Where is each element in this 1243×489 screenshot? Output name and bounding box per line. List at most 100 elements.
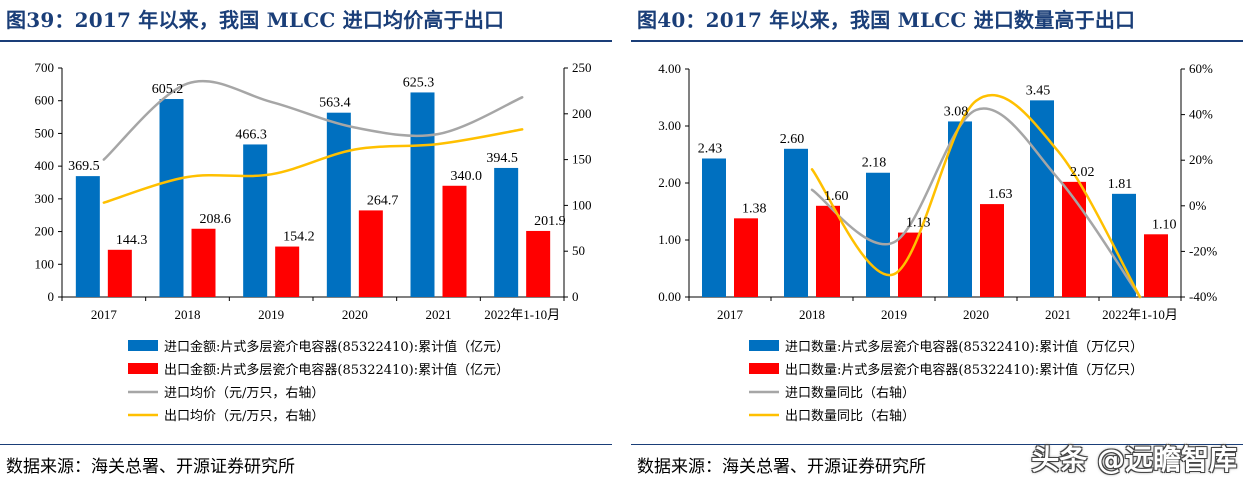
y-tick-label-left: 4.00 [658, 61, 681, 76]
data-label: 605.2 [152, 82, 184, 97]
data-label: 466.3 [235, 127, 267, 142]
y-tick-label-left: 100 [35, 256, 55, 271]
x-tick-label: 2022年1-10月 [484, 307, 560, 322]
x-tick-label: 2018 [175, 307, 201, 322]
bar [1062, 181, 1086, 297]
data-label: 394.5 [486, 151, 518, 166]
y-tick-label-right: 50 [572, 243, 585, 258]
legend-label: 进口数量同比（右轴） [785, 386, 915, 401]
data-label: 1.38 [742, 201, 767, 216]
bar [358, 210, 383, 297]
y-tick-label-left: 0 [48, 289, 55, 304]
legend-swatch [749, 340, 779, 351]
y-tick-label-right: 150 [572, 152, 592, 167]
watermark: 头条 @远瞻智库 [1031, 443, 1237, 476]
series-line [102, 79, 524, 161]
y-tick-label-right: 0% [1189, 198, 1207, 213]
source-rule [631, 444, 1243, 445]
y-tick-label-left: 200 [35, 224, 55, 239]
bar [1030, 100, 1054, 297]
legend-label: 进口金额:片式多层瓷介电容器(85322410):累计值（亿元） [164, 339, 509, 355]
y-tick-label-right: 100 [572, 197, 592, 212]
y-tick-label-left: 400 [35, 158, 55, 173]
bar [191, 228, 216, 297]
series-line [102, 128, 524, 204]
panel-import-export-quantity: 图40：2017 年以来，我国 MLCC 进口数量高于出口 0.00 1.00 2.… [631, 0, 1243, 489]
legend-label: 进口数量:片式多层瓷介电容器(85322410):累计值（万亿只） [785, 339, 1143, 355]
y-tick-label-left: 700 [35, 60, 55, 75]
x-tick-label: 2018 [799, 307, 825, 322]
y-tick-label-right: 0 [572, 289, 579, 304]
bar [898, 232, 922, 297]
x-tick-label: 2020 [963, 307, 989, 322]
legend-label: 出口数量同比（右轴） [785, 409, 915, 424]
source-right: 数据来源：海关总署、开源证券研究所 [637, 457, 926, 477]
data-label: 340.0 [451, 169, 483, 184]
data-label: 2.60 [780, 132, 805, 147]
bar [75, 176, 100, 297]
source-rule [0, 444, 612, 445]
y-tick-label-right: 250 [572, 60, 592, 75]
x-tick-label: 2017 [717, 307, 744, 322]
y-tick-label-left: 2.00 [658, 175, 681, 190]
legend-swatch [749, 363, 779, 374]
source-left: 数据来源：海关总署、开源证券研究所 [6, 457, 295, 477]
x-tick-label: 2020 [342, 307, 368, 322]
bar [734, 218, 758, 297]
bar [866, 172, 890, 297]
x-tick-label: 2021 [1045, 307, 1071, 322]
bar [159, 99, 184, 297]
bar [494, 167, 519, 297]
data-label: 2.43 [698, 141, 723, 156]
data-label: 154.2 [283, 230, 315, 245]
data-label: 563.4 [319, 96, 351, 111]
y-tick-label-left: 600 [35, 93, 55, 108]
panel-import-export-price: 图39：2017 年以来，我国 MLCC 进口均价高于出口 0 100 200 300… [0, 0, 612, 489]
legend-swatch [128, 363, 158, 374]
x-tick-label: 2017 [91, 307, 118, 322]
bar [107, 249, 132, 297]
series-line [810, 93, 1142, 299]
bar [784, 148, 808, 297]
data-label: 3.45 [1026, 83, 1051, 98]
bar [243, 144, 268, 297]
chart-left: 0 100 200 300 400 500 600 700 0 50 100 150 200 250 201… [35, 60, 592, 424]
y-tick-label-left: 500 [35, 125, 55, 140]
data-label: 1.10 [1152, 217, 1177, 232]
bar [816, 205, 840, 297]
bar [1144, 234, 1168, 297]
x-tick-label: 2021 [426, 307, 452, 322]
data-label: 2.18 [862, 156, 887, 171]
title-rule [0, 40, 612, 42]
chart-right: 0.00 1.00 2.00 3.00 4.00 -40% -20% 0% 20% 40% 60% 2… [658, 61, 1217, 424]
data-label: 2.02 [1070, 165, 1095, 180]
bar [948, 121, 972, 297]
legend-label: 出口数量:片式多层瓷介电容器(85322410):累计值（万亿只） [785, 362, 1143, 378]
y-tick-label-right: -40% [1189, 289, 1217, 304]
x-tick-label: 2019 [881, 307, 907, 322]
data-label: 369.5 [68, 159, 100, 174]
y-tick-label-right: 20% [1189, 152, 1213, 167]
data-label: 3.08 [944, 104, 969, 119]
data-label: 201.9 [534, 214, 566, 229]
chart-title-left: 图39：2017 年以来，我国 MLCC 进口均价高于出口 [6, 8, 505, 32]
y-tick-label-right: 60% [1189, 61, 1213, 76]
bar [326, 112, 351, 297]
x-tick-label: 2019 [258, 307, 284, 322]
legend-label: 进口均价（元/万只，右轴） [164, 386, 324, 401]
y-tick-label-left: 1.00 [658, 232, 681, 247]
bar [275, 246, 300, 297]
y-tick-label-right: -20% [1189, 243, 1217, 258]
chart-title-right: 图40：2017 年以来，我国 MLCC 进口数量高于出口 [637, 8, 1136, 32]
y-tick-label-left: 300 [35, 191, 55, 206]
legend-label: 出口金额:片式多层瓷介电容器(85322410):累计值（亿元） [164, 362, 509, 378]
bar [702, 158, 726, 297]
data-label: 1.60 [824, 189, 849, 204]
bar [526, 230, 551, 297]
y-tick-label-left: 3.00 [658, 118, 681, 133]
legend-swatch [128, 340, 158, 351]
data-label: 1.63 [988, 187, 1013, 202]
data-label: 1.81 [1108, 177, 1133, 192]
data-label: 264.7 [367, 193, 399, 208]
bar [980, 204, 1004, 297]
